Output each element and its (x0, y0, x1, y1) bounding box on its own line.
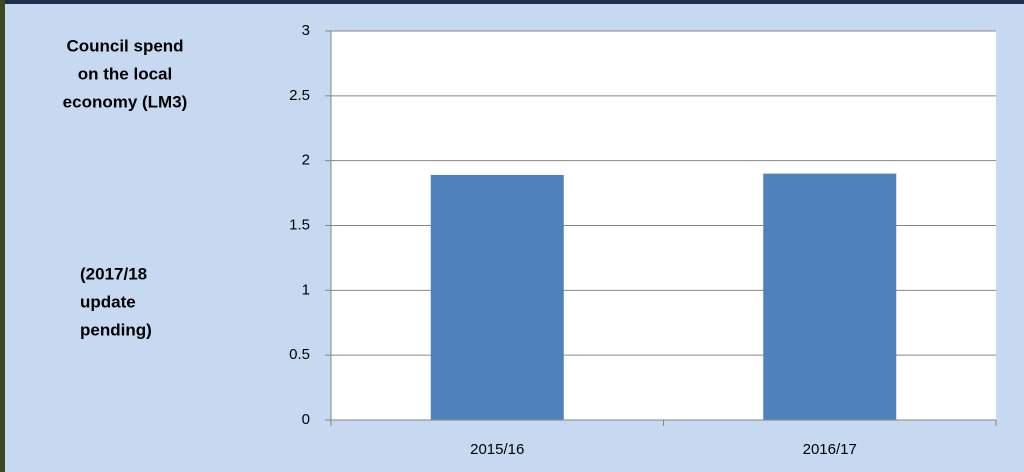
y-tick-label: 3 (302, 22, 310, 39)
y-tick-label: 1.5 (289, 216, 310, 233)
x-axis-labels: 2015/16 2016/17 (330, 420, 997, 458)
x-tick-label: 2015/16 (470, 441, 524, 458)
bar (430, 174, 564, 420)
left-border (0, 0, 5, 472)
side-panel: Council spend on the local economy (LM3) (2… (63, 36, 188, 339)
title-line: on the local (78, 64, 172, 83)
y-tick-label: 2.5 (289, 87, 310, 104)
bar (763, 173, 897, 420)
y-tick-label: 1 (302, 281, 310, 298)
bars (430, 173, 897, 420)
annotation-line: pending) (80, 320, 152, 339)
title-line: economy (LM3) (63, 92, 188, 111)
y-tick-label: 0 (302, 411, 310, 428)
top-border (0, 0, 1024, 4)
title-line: Council spend (66, 36, 183, 55)
y-tick-label: 0.5 (289, 346, 310, 363)
annotation-line: (2017/18 (80, 264, 147, 283)
annotation-line: update (80, 292, 136, 311)
y-tick-label: 2 (302, 152, 310, 169)
x-tick-label: 2016/17 (803, 441, 857, 458)
